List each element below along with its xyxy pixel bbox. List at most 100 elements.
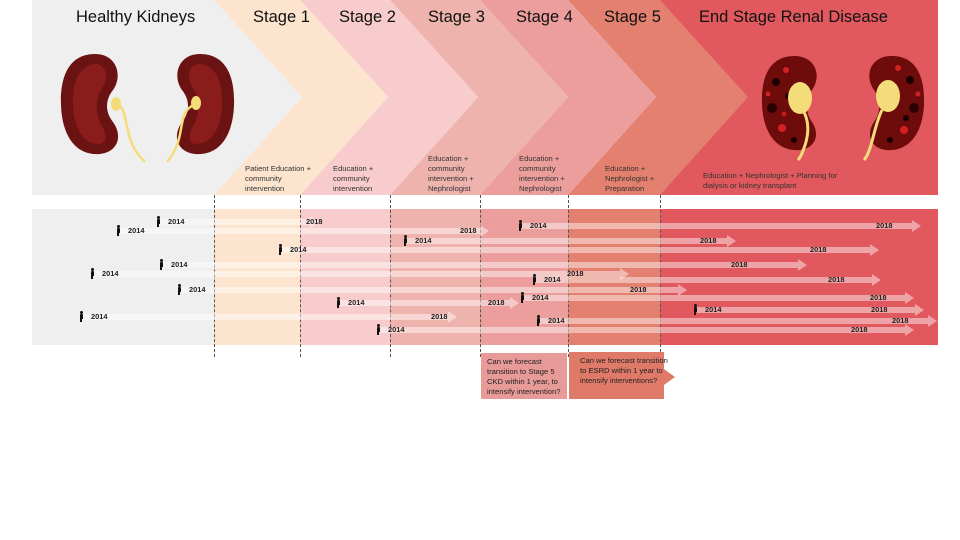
timeline-band-stage5 xyxy=(568,209,660,345)
patient-end-year: 2018 xyxy=(700,236,717,245)
band-stage4 xyxy=(480,0,656,195)
patient-end-year: 2018 xyxy=(630,285,647,294)
patient-end-year: 2018 xyxy=(431,312,448,321)
patient-icon xyxy=(156,216,160,227)
stage-desc-stage3: Education + community intervention + Nep… xyxy=(428,154,474,193)
patient-start-year: 2014 xyxy=(544,275,561,284)
patient-end-year: 2018 xyxy=(731,260,748,269)
timeline-band-stage2 xyxy=(300,209,390,345)
patient-track-arrow xyxy=(620,268,629,280)
patient-icon xyxy=(536,315,540,326)
patient-end-year: 2018 xyxy=(851,325,868,334)
callout-stage4-text: Can we forecast transition to Stage 5 CK… xyxy=(487,357,561,396)
patient-start-year: 2014 xyxy=(102,269,119,278)
patient-end-year: 2018 xyxy=(306,217,323,226)
patient-end-year: 2018 xyxy=(567,269,584,278)
patient-track xyxy=(380,327,905,333)
stage-boundary-line xyxy=(568,195,569,357)
patient-start-year: 2014 xyxy=(168,217,185,226)
stage-desc-stage1: Patient Education + community interventi… xyxy=(245,164,312,193)
callout-stage5-arrow xyxy=(569,352,675,399)
diseased-kidneys-illustration xyxy=(761,56,925,162)
patient-icon xyxy=(336,297,340,308)
patient-track-arrow xyxy=(872,274,881,286)
stage-desc-stage4: Education + community intervention + Nep… xyxy=(519,154,565,193)
patient-start-year: 2014 xyxy=(290,245,307,254)
patient-track-arrow xyxy=(905,292,914,304)
left-diseased-kidney-icon xyxy=(761,56,817,162)
right-diseased-kidney-icon xyxy=(862,56,925,162)
patient-track-arrow xyxy=(870,244,879,256)
stage-boundary-line xyxy=(300,195,301,357)
patient-track-arrow xyxy=(678,284,687,296)
band-stage1 xyxy=(214,0,388,195)
patient-icon xyxy=(278,244,282,255)
patient-track-arrow xyxy=(798,259,807,271)
patient-track xyxy=(697,307,915,313)
patient-track-arrow xyxy=(448,311,457,323)
patient-start-year: 2014 xyxy=(348,298,365,307)
patient-track xyxy=(536,277,872,283)
patient-end-year: 2018 xyxy=(488,298,505,307)
patient-start-year: 2014 xyxy=(171,260,188,269)
patient-end-year: 2018 xyxy=(828,275,845,284)
timeline-band-healthy xyxy=(32,209,214,345)
timeline-band-stage1 xyxy=(214,209,300,345)
patient-icon xyxy=(116,225,120,236)
patient-track xyxy=(163,262,798,268)
patient-end-year: 2018 xyxy=(870,293,887,302)
stage-boundary-line xyxy=(214,195,215,357)
stage-boundary-line xyxy=(480,195,481,357)
band-stage2 xyxy=(300,0,478,195)
patient-start-year: 2014 xyxy=(415,236,432,245)
left-healthy-kidney-icon xyxy=(60,54,146,163)
patient-icon xyxy=(90,268,94,279)
patient-track xyxy=(94,271,620,277)
patient-track xyxy=(181,287,678,293)
patient-track xyxy=(522,223,912,229)
stage-title-stage2: Stage 2 xyxy=(339,8,396,26)
stage-title-healthy: Healthy Kidneys xyxy=(76,8,196,26)
stage-desc-stage2: Education + community intervention xyxy=(333,164,374,193)
patient-track-arrow xyxy=(310,216,319,228)
patient-icon xyxy=(159,259,163,270)
healthy-kidneys-illustration xyxy=(60,54,235,163)
right-healthy-kidney-icon xyxy=(166,54,235,163)
patient-track xyxy=(120,228,480,234)
patient-icon xyxy=(403,235,407,246)
callout-stage5-text: Can we forecast transition to ESRD withi… xyxy=(580,356,668,385)
stage-title-stage1: Stage 1 xyxy=(253,8,310,26)
patient-track xyxy=(160,219,310,225)
patient-end-year: 2018 xyxy=(871,305,888,314)
patient-icon xyxy=(376,324,380,335)
patient-start-year: 2014 xyxy=(530,221,547,230)
patient-start-year: 2014 xyxy=(189,285,206,294)
patient-start-year: 2014 xyxy=(128,226,145,235)
band-stage3 xyxy=(390,0,568,195)
patient-track-arrow xyxy=(480,225,489,237)
callout-stage4 xyxy=(481,353,567,399)
band-stage5 xyxy=(568,0,748,195)
stage-title-esrd: End Stage Renal Disease xyxy=(699,8,888,26)
patient-track xyxy=(340,300,510,306)
stage-desc-esrd: Education + Nephrologist + Planning for … xyxy=(703,171,838,190)
patient-start-year: 2014 xyxy=(388,325,405,334)
patient-end-year: 2018 xyxy=(810,245,827,254)
stage-title-stage5: Stage 5 xyxy=(604,8,661,26)
patient-end-year: 2018 xyxy=(892,316,909,325)
patient-start-year: 2014 xyxy=(532,293,549,302)
patient-track-arrow xyxy=(727,235,736,247)
patient-icon xyxy=(520,292,524,303)
patient-start-year: 2014 xyxy=(91,312,108,321)
patient-end-year: 2018 xyxy=(876,221,893,230)
stage-desc-stage5: Education + Nephrologist + Preparation xyxy=(605,164,655,193)
timeline-band-stage4 xyxy=(480,209,568,345)
stage-boundary-line xyxy=(390,195,391,357)
patient-icon xyxy=(79,311,83,322)
patient-start-year: 2014 xyxy=(548,316,565,325)
patient-track-arrow xyxy=(928,315,937,327)
patient-track xyxy=(407,238,727,244)
patient-track-arrow xyxy=(510,297,519,309)
patient-icon xyxy=(693,304,697,315)
